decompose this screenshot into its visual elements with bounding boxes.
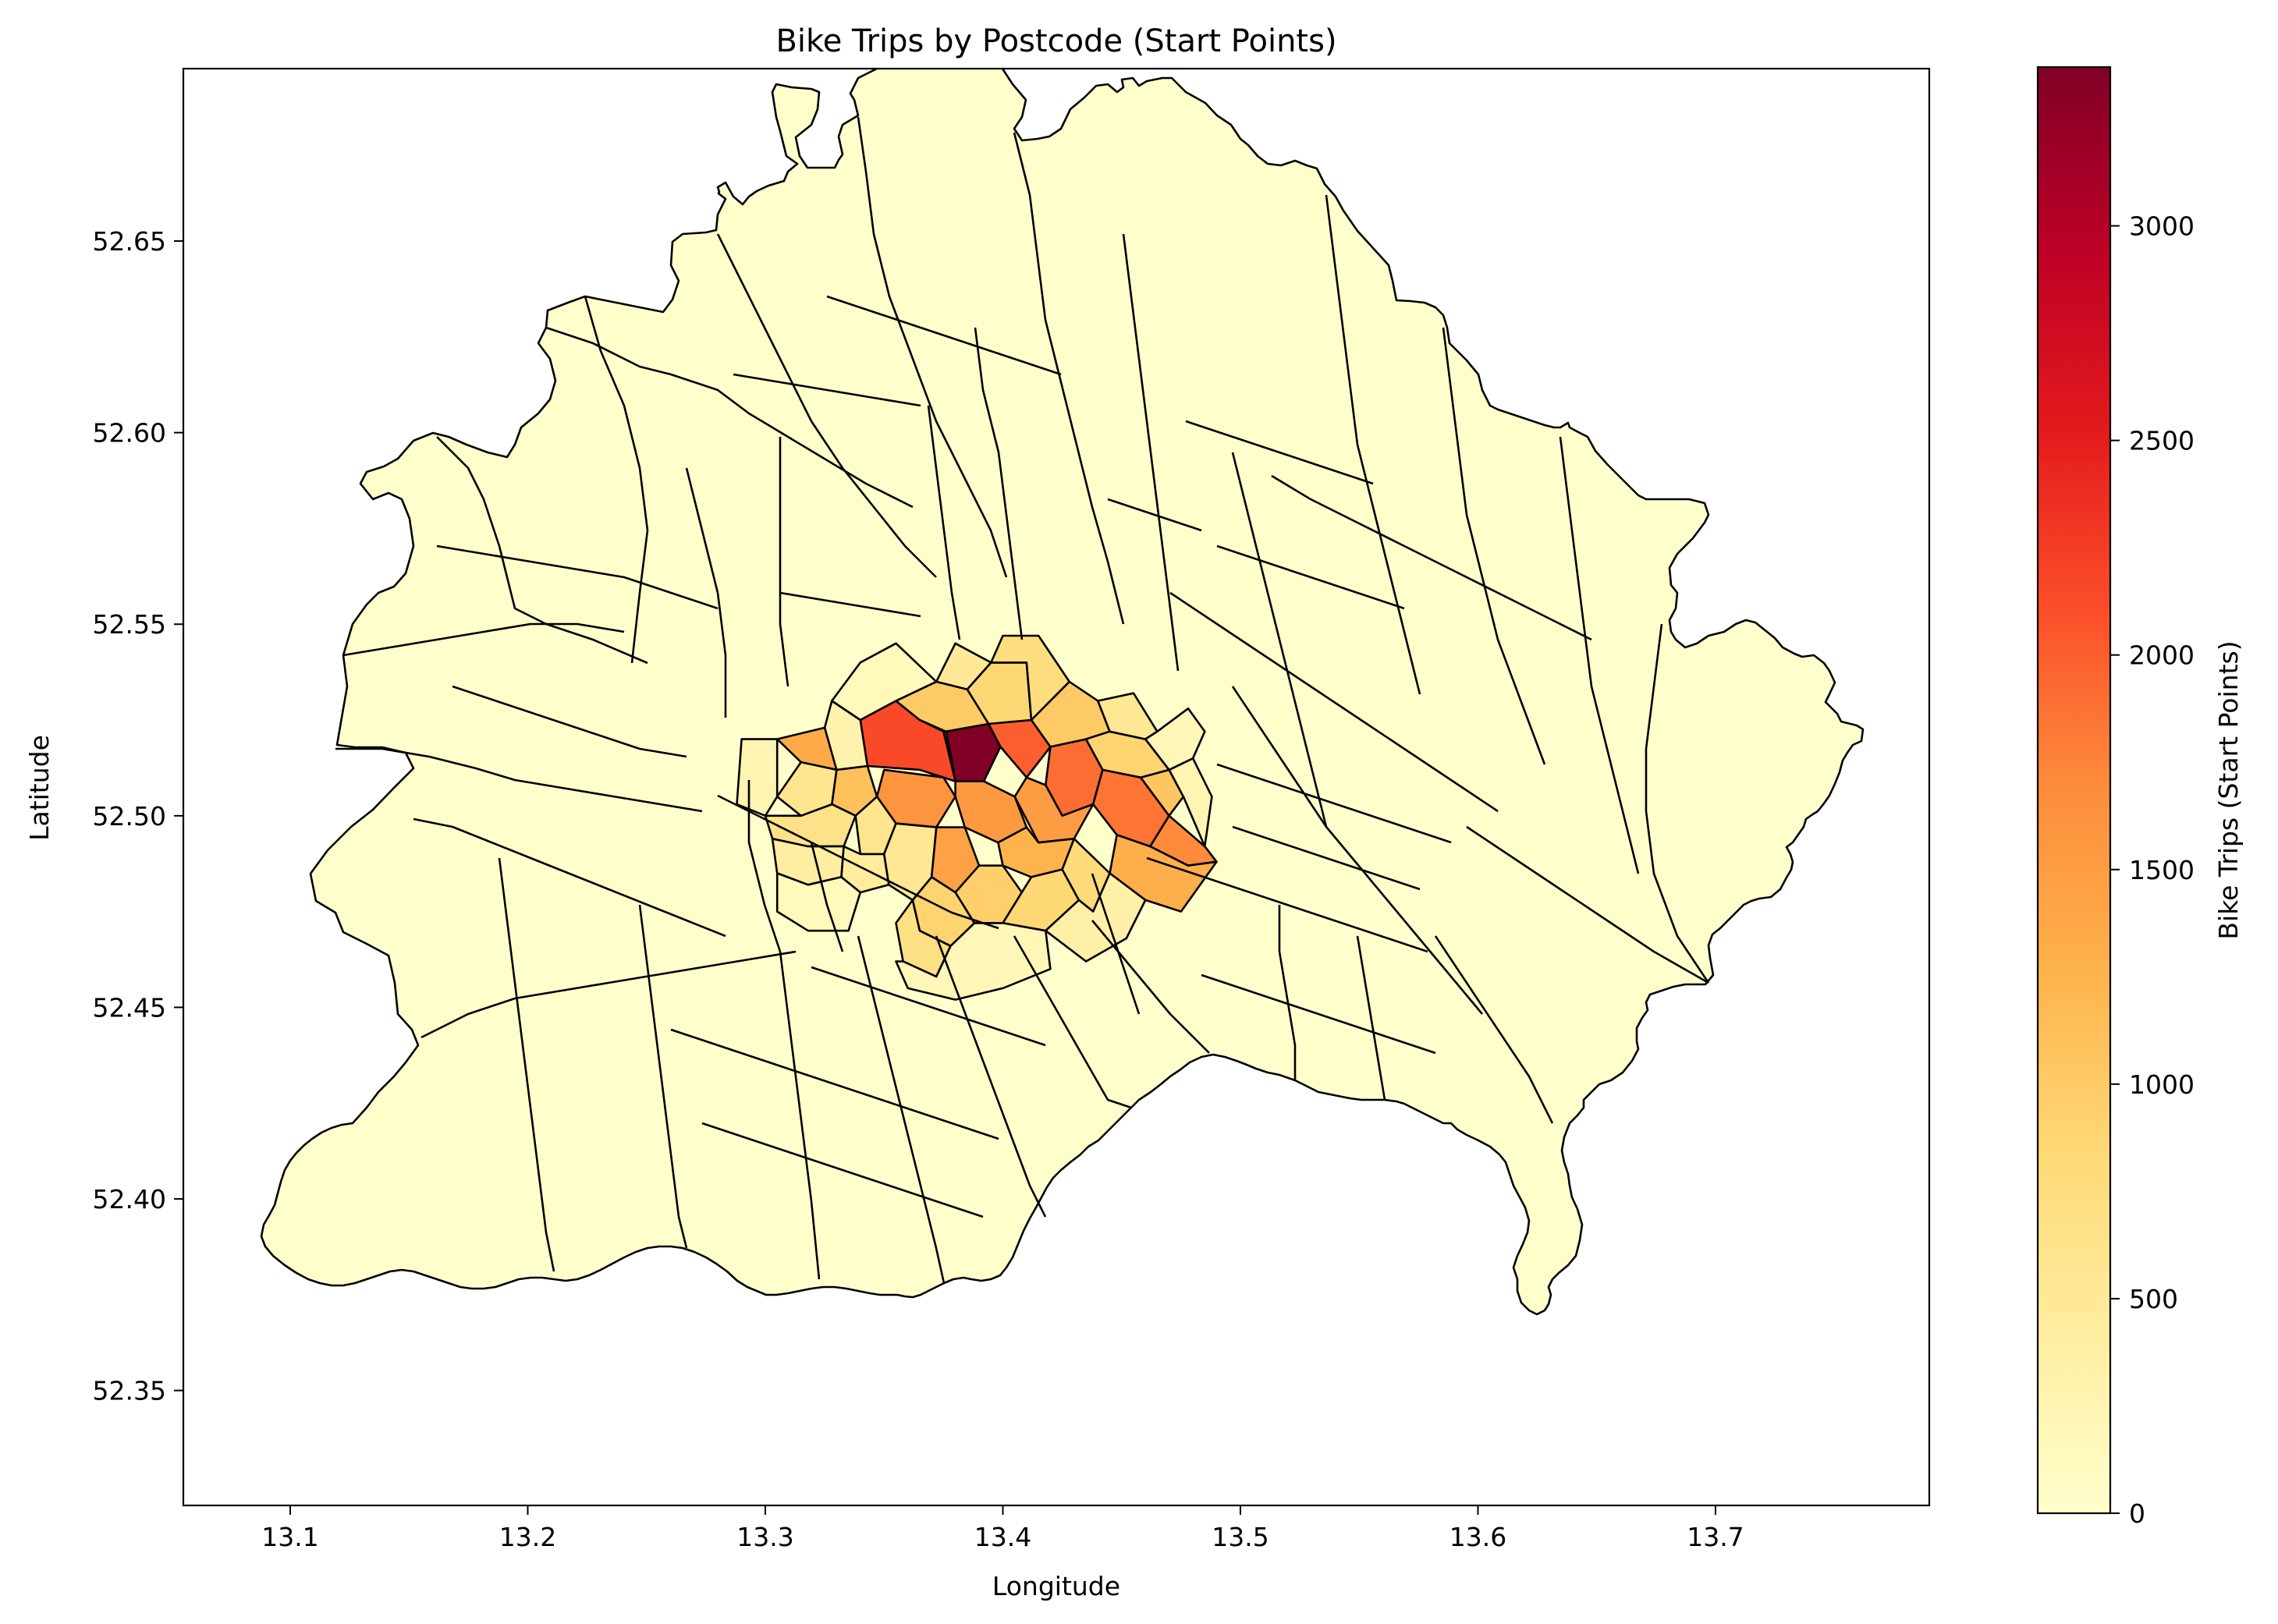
boundary-line xyxy=(1169,591,1499,813)
y-tick-label: 52.40 xyxy=(93,1184,166,1214)
boundary-line xyxy=(1201,973,1436,1055)
postcode-region-36 xyxy=(736,738,779,817)
boundary-line xyxy=(1232,825,1421,891)
boundary-line xyxy=(1231,686,1483,1015)
postcode-region-40 xyxy=(831,642,938,722)
y-tick-label: 52.65 xyxy=(93,226,166,257)
boundary-line xyxy=(810,842,844,952)
boundary-line xyxy=(498,857,555,1272)
boundary-line xyxy=(1278,905,1297,1080)
boundary-line xyxy=(335,747,703,813)
postcode-region-39 xyxy=(1144,707,1206,771)
x-tick-label: 13.3 xyxy=(736,1522,793,1552)
boundary-line xyxy=(927,405,961,640)
x-tick-label: 13.4 xyxy=(974,1522,1031,1552)
colorbar-label: Bike Trips (Start Points) xyxy=(2213,640,2244,939)
boundary-line xyxy=(1442,327,1546,765)
y-axis-label: Latitude xyxy=(24,735,55,841)
postcode-region-28 xyxy=(775,761,838,817)
boundary-line xyxy=(733,373,921,407)
colorbar-tick-label: 2000 xyxy=(2129,640,2195,671)
postcode-regions xyxy=(736,634,1218,1001)
colorbar-fill xyxy=(2038,67,2110,1513)
postcode-region-24 xyxy=(990,634,1070,722)
boundary-line xyxy=(1216,763,1452,844)
boundary-line xyxy=(638,904,688,1249)
boundary-line xyxy=(1091,920,1210,1054)
chart-title: Bike Trips by Postcode (Start Points) xyxy=(775,23,1336,59)
boundary-line xyxy=(1466,825,1709,984)
colorbar-tick-label: 0 xyxy=(2129,1498,2145,1529)
boundary-line xyxy=(811,966,1046,1047)
postcode-region-34 xyxy=(1045,872,1147,963)
colorbar-tick-label: 1000 xyxy=(2129,1069,2195,1100)
boundary-line xyxy=(779,591,921,618)
boundary-line xyxy=(436,436,648,665)
y-tick-label: 52.45 xyxy=(93,992,166,1023)
boundary-line xyxy=(1231,452,1328,828)
boundary-line xyxy=(779,951,821,1280)
boundary-line xyxy=(420,950,797,1039)
colorbar-tick-label: 500 xyxy=(2129,1284,2178,1314)
boundary-line xyxy=(584,296,649,664)
boundary-line xyxy=(452,685,687,758)
postcode-region-9 xyxy=(1013,776,1095,844)
boundary-line xyxy=(1559,436,1640,874)
boundary-line xyxy=(342,622,625,657)
boundary-line xyxy=(685,467,727,718)
boundary-line xyxy=(1122,233,1180,672)
boundary-line xyxy=(1013,132,1125,625)
y-tick-label: 52.50 xyxy=(93,801,166,832)
x-tick-label: 13.7 xyxy=(1687,1522,1744,1552)
boundary-line xyxy=(1013,935,1132,1109)
boundary-line xyxy=(1271,474,1592,641)
postcode-boundaries xyxy=(335,116,1710,1284)
boundary-line xyxy=(974,327,1024,640)
boundary-line xyxy=(857,116,1008,578)
y-axis: 52.35 52.40 52.45 52.50 52.55 52.60 52.65 xyxy=(93,226,183,1406)
x-axis-label: Longitude xyxy=(992,1571,1120,1601)
colorbar-frame xyxy=(2036,66,2112,1515)
postcode-region-41 xyxy=(775,872,862,932)
x-tick-label: 13.6 xyxy=(1449,1522,1506,1552)
boundary-line xyxy=(826,295,1062,376)
boundary-line xyxy=(1107,498,1202,532)
boundary-line xyxy=(716,233,937,578)
colorbar-tick-label: 2500 xyxy=(2129,426,2195,456)
boundary-line xyxy=(717,794,999,930)
boundary-line xyxy=(1645,623,1710,984)
colorbar-tick-label: 1500 xyxy=(2129,855,2195,885)
boundary-line xyxy=(779,437,789,687)
x-tick-label: 13.5 xyxy=(1212,1522,1269,1552)
y-tick-label: 52.55 xyxy=(93,609,166,640)
postcode-region-31 xyxy=(935,642,992,691)
plot-frame xyxy=(182,67,1931,1507)
y-tick-label: 52.60 xyxy=(93,418,166,449)
boundary-line xyxy=(935,935,1047,1218)
boundary-line xyxy=(1434,935,1554,1124)
boundary-line xyxy=(670,1028,999,1140)
postcode-region-38 xyxy=(895,922,1052,1001)
x-tick-label: 13.1 xyxy=(261,1522,318,1552)
boundary-line xyxy=(1356,935,1386,1101)
boundary-line xyxy=(1091,873,1141,1015)
colorbar-axis: 0 500 1000 1500 2000 2500 3000 xyxy=(2110,211,2195,1529)
colorbar-tick-label: 3000 xyxy=(2129,211,2195,242)
boundary-line xyxy=(1216,544,1405,610)
boundary-line xyxy=(1325,194,1421,695)
boundary-line xyxy=(413,817,726,938)
x-axis: 13.1 13.2 13.3 13.4 13.5 13.6 13.7 xyxy=(261,1505,1744,1552)
boundary-line xyxy=(1146,856,1428,953)
boundary-line xyxy=(857,935,946,1284)
boundary-line xyxy=(1185,420,1374,485)
y-tick-label: 52.35 xyxy=(93,1376,166,1406)
boundary-line xyxy=(701,1122,984,1218)
x-tick-label: 13.2 xyxy=(499,1522,556,1552)
boundary-line xyxy=(436,544,719,610)
